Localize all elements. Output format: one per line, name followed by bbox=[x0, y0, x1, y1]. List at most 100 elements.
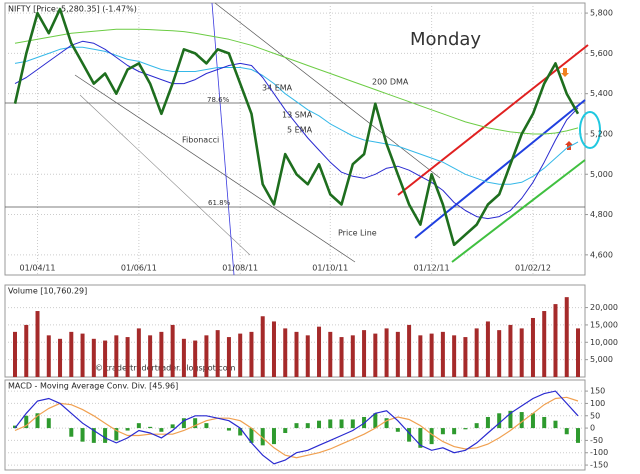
volume-bar bbox=[407, 324, 412, 377]
series-label: 34 EMA bbox=[262, 84, 293, 93]
fibonacci-line bbox=[211, 2, 235, 276]
channel-line bbox=[214, 2, 441, 179]
volume-bar bbox=[80, 333, 85, 377]
volume-bar bbox=[283, 328, 288, 377]
series-label: 13 SMA bbox=[282, 111, 313, 120]
annotation: Fibonacci bbox=[182, 136, 219, 145]
highlight-circle bbox=[579, 111, 601, 149]
y-tick-label: 15,000 bbox=[590, 320, 618, 329]
volume-bar bbox=[362, 330, 367, 377]
volume-bar bbox=[373, 333, 378, 377]
histogram-bar bbox=[497, 413, 502, 429]
volume-bar bbox=[125, 337, 130, 377]
macd-line bbox=[14, 390, 579, 465]
volume-bar bbox=[429, 333, 434, 377]
volume-bar bbox=[418, 335, 423, 377]
trend-line bbox=[414, 99, 586, 239]
arrow-down bbox=[561, 68, 569, 77]
volume-bar bbox=[328, 331, 333, 377]
histogram-bar bbox=[249, 428, 254, 443]
histogram-bar bbox=[452, 428, 457, 435]
volume-bar bbox=[136, 328, 141, 377]
volume-bar bbox=[508, 324, 513, 377]
x-tick-label: 01/02/12 bbox=[515, 264, 551, 273]
volume-bar bbox=[384, 328, 389, 377]
histogram-bar bbox=[373, 413, 378, 429]
x-tick-label: 01/06/11 bbox=[121, 264, 157, 273]
volume-bar bbox=[114, 335, 119, 377]
histogram-bar bbox=[508, 410, 513, 429]
histogram-bar bbox=[407, 428, 412, 442]
volume-bar bbox=[215, 330, 220, 377]
y-tick-label: 5,000 bbox=[590, 170, 613, 179]
y-tick-label: 150 bbox=[590, 387, 605, 396]
histogram-bar bbox=[429, 428, 434, 445]
volume-bar bbox=[204, 335, 209, 377]
histogram-bar bbox=[69, 428, 74, 437]
volume-bar bbox=[226, 337, 231, 377]
y-tick-label: -100 bbox=[590, 448, 608, 457]
trend-line bbox=[451, 159, 586, 263]
volume-bar bbox=[46, 335, 51, 377]
x-tick-label: 01/10/11 bbox=[312, 264, 348, 273]
histogram-bar bbox=[328, 419, 333, 429]
annotation: © tradertradertrader.blogspot.com bbox=[95, 364, 236, 373]
histogram-bar bbox=[181, 418, 186, 429]
histogram-bar bbox=[103, 428, 108, 443]
y-tick-label: 0 bbox=[590, 424, 595, 433]
histogram-bar bbox=[485, 416, 490, 429]
volume-bar bbox=[181, 338, 186, 377]
volume-bar bbox=[69, 331, 74, 377]
series-label: Price Line bbox=[338, 229, 377, 238]
y-tick-label: 50 bbox=[590, 411, 600, 420]
volume-bar bbox=[474, 328, 479, 377]
volume-bar bbox=[530, 317, 535, 377]
series-line bbox=[14, 40, 579, 220]
histogram-bar bbox=[24, 415, 29, 429]
histogram-bar bbox=[576, 428, 580, 443]
y-tick-label: 100 bbox=[590, 399, 605, 408]
volume-bar bbox=[159, 331, 164, 377]
panel-frame bbox=[4, 2, 586, 276]
x-tick-label: 01/04/11 bbox=[20, 264, 56, 273]
histogram-bar bbox=[204, 423, 209, 429]
volume-bar bbox=[497, 330, 502, 377]
volume-bar bbox=[58, 338, 63, 377]
y-tick-label: 20,000 bbox=[590, 303, 618, 312]
volume-bar bbox=[440, 331, 445, 377]
y-tick-label: 5,200 bbox=[590, 129, 613, 138]
series-line bbox=[13, 7, 580, 247]
volume-bar bbox=[24, 324, 29, 377]
volume-bar bbox=[564, 297, 569, 377]
y-tick-label: 4,600 bbox=[590, 250, 613, 259]
annotation: 78.6% bbox=[207, 96, 230, 104]
histogram-bar bbox=[384, 418, 389, 429]
histogram-bar bbox=[474, 423, 479, 429]
volume-bar bbox=[294, 331, 299, 377]
volume-bar bbox=[339, 337, 344, 377]
histogram-bar bbox=[519, 412, 524, 429]
volume-bar bbox=[170, 324, 175, 377]
histogram-bar bbox=[305, 423, 310, 429]
histogram-bar bbox=[564, 428, 569, 435]
volume-bar bbox=[13, 331, 17, 377]
volume-bar bbox=[553, 304, 558, 377]
y-tick-label: 4,800 bbox=[590, 210, 613, 219]
volume-bar bbox=[260, 316, 265, 377]
volume-bar bbox=[249, 331, 254, 377]
histogram-bar bbox=[294, 423, 299, 429]
histogram-bar bbox=[91, 428, 96, 443]
histogram-bar bbox=[136, 423, 141, 429]
y-tick-label: 5,800 bbox=[590, 9, 613, 18]
histogram-bar bbox=[35, 413, 40, 429]
macd-line bbox=[14, 396, 579, 459]
panel-title: NIFTY [Price: 5,280.35] (-1.47%) bbox=[8, 5, 137, 14]
annotation: Monday bbox=[410, 29, 481, 50]
volume-bar bbox=[91, 338, 96, 377]
volume-bar bbox=[35, 311, 40, 377]
histogram-bar bbox=[170, 424, 175, 429]
histogram-bar bbox=[159, 428, 164, 432]
volume-bar bbox=[395, 331, 400, 377]
histogram-bar bbox=[271, 428, 276, 445]
